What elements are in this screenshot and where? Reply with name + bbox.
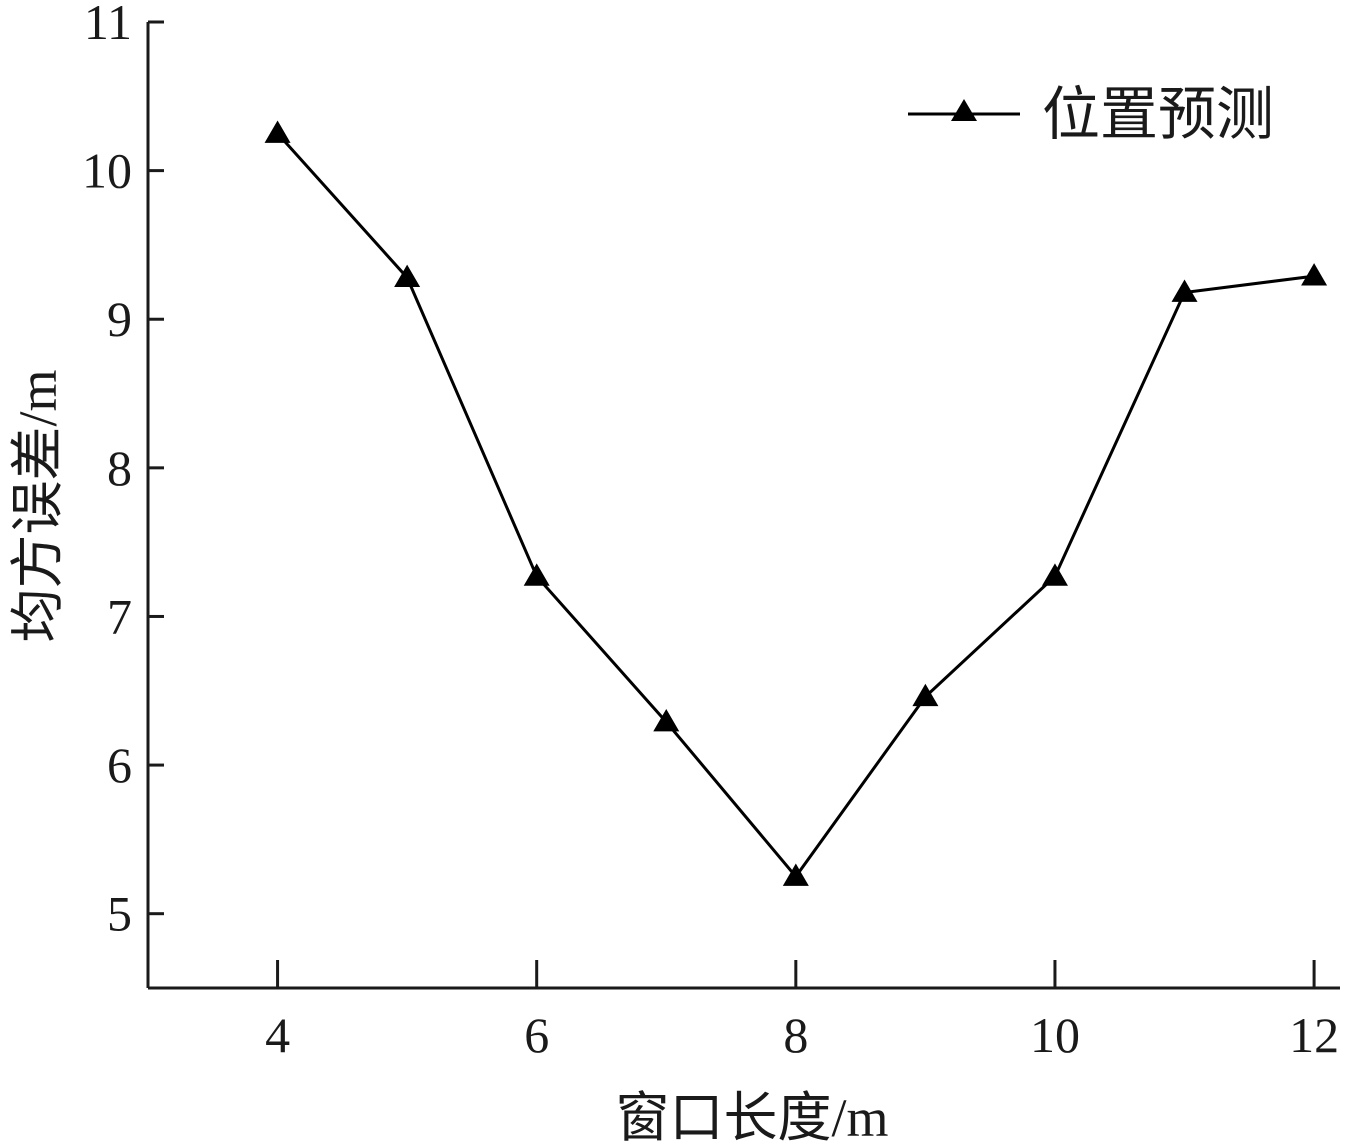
legend: 位置预测 bbox=[908, 82, 1274, 147]
data-point-marker bbox=[653, 708, 680, 732]
data-point-marker bbox=[1041, 563, 1068, 586]
data-point-marker bbox=[1301, 263, 1328, 286]
data-point-marker bbox=[782, 863, 809, 886]
y-axis-title: 均方误差/m bbox=[8, 369, 68, 642]
y-tick-label: 9 bbox=[107, 291, 132, 347]
data-point-marker bbox=[264, 120, 291, 143]
y-tick-label: 5 bbox=[107, 886, 132, 942]
y-ticks: 5 6 7 8 9 10 11 bbox=[82, 0, 164, 942]
data-point-marker bbox=[1171, 279, 1198, 302]
x-tick-label: 10 bbox=[1030, 1007, 1080, 1063]
x-tick-label: 6 bbox=[524, 1007, 549, 1063]
series-layer bbox=[264, 120, 1328, 886]
x-ticks: 4 6 8 10 12 bbox=[265, 960, 1339, 1063]
y-tick-label: 10 bbox=[82, 143, 132, 199]
y-tick-label: 11 bbox=[84, 0, 132, 50]
series-line bbox=[276, 132, 1315, 879]
data-point-marker bbox=[394, 264, 421, 287]
legend-marker-triangle bbox=[951, 99, 977, 121]
x-tick-label: 4 bbox=[265, 1007, 290, 1063]
data-point-marker bbox=[523, 563, 550, 586]
x-tick-label: 12 bbox=[1289, 1007, 1339, 1063]
x-axis-title: 窗口长度/m bbox=[615, 1088, 888, 1147]
y-tick-label: 6 bbox=[107, 737, 132, 793]
y-tick-label: 7 bbox=[107, 588, 132, 644]
axes bbox=[146, 22, 1340, 990]
x-tick-label: 8 bbox=[783, 1007, 808, 1063]
data-point-marker bbox=[912, 683, 939, 707]
legend-label: 位置预测 bbox=[1042, 82, 1274, 147]
y-tick-label: 8 bbox=[107, 440, 132, 496]
